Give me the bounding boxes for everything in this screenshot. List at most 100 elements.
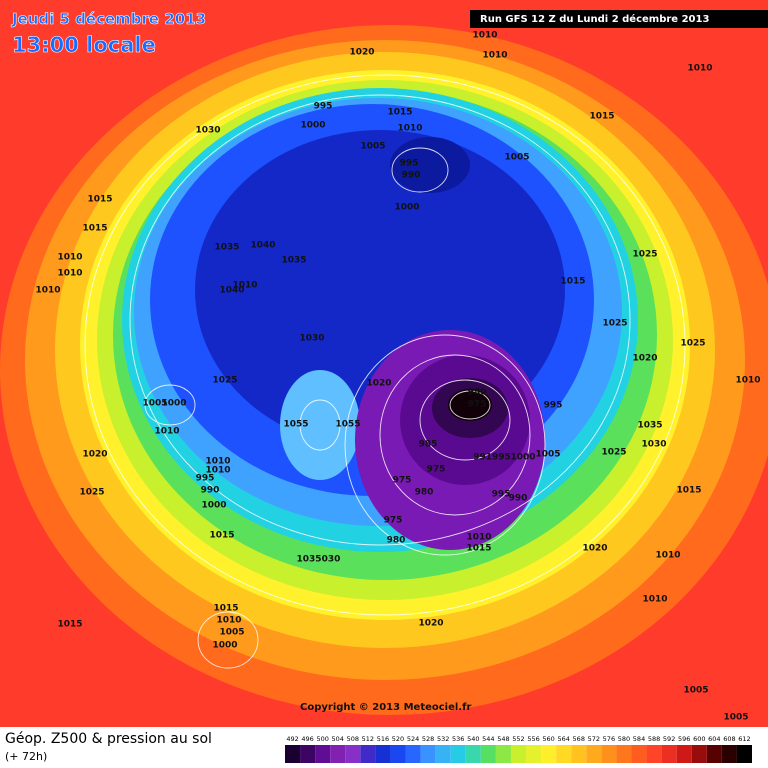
pressure-label: 995 xyxy=(492,490,511,500)
pressure-label: 1000 xyxy=(212,641,237,651)
field xyxy=(280,370,360,480)
pressure-label: 1035 xyxy=(296,555,321,565)
pressure-label: 1020 xyxy=(366,379,391,389)
pressure-label: 975 xyxy=(468,400,487,410)
pressure-label: 1010 xyxy=(482,51,507,61)
pressure-label: 1000 xyxy=(300,121,325,131)
pressure-label: 990 xyxy=(201,486,220,496)
pressure-label: 1000 xyxy=(510,453,535,463)
pressure-label: 1010 xyxy=(35,286,60,296)
pressure-label: 991995 xyxy=(473,453,511,463)
pressure-label: 1010 xyxy=(687,64,712,74)
scale-cell xyxy=(420,745,436,763)
scale-cell xyxy=(676,745,692,763)
run-box xyxy=(470,10,768,28)
scale-cell xyxy=(345,745,361,763)
pressure-label: 1005 xyxy=(142,399,167,409)
date: Jeudi 5 décembre 2013 xyxy=(11,10,206,28)
scale-label: 588 xyxy=(648,735,660,743)
scale-label: 496 xyxy=(301,735,313,743)
pressure-label: 1005 xyxy=(723,713,748,723)
scale-label: 556 xyxy=(527,735,539,743)
pressure-label: 1015 xyxy=(213,604,238,614)
pressure-label: 1010 xyxy=(232,281,257,291)
scale-label: 576 xyxy=(603,735,615,743)
pressure-label: 1010 xyxy=(397,124,422,134)
isobar xyxy=(344,334,546,556)
scale-cell xyxy=(721,745,737,763)
scale-label: 516 xyxy=(377,735,389,743)
pressure-label: 1015 xyxy=(560,277,585,287)
pressure-label: 1000 xyxy=(161,399,186,409)
isobar xyxy=(144,384,196,426)
pressure-label: 975 xyxy=(393,476,412,486)
isobar xyxy=(299,399,341,451)
pressure-label: 1040 xyxy=(250,241,275,251)
scale-cell xyxy=(706,745,722,763)
pressure-label: 1025 xyxy=(632,250,657,260)
scale-cell xyxy=(450,745,466,763)
pressure-label: 1005 xyxy=(683,686,708,696)
pressure-label: 1005 xyxy=(535,450,560,460)
field xyxy=(390,137,470,193)
scale-label: 524 xyxy=(407,735,419,743)
scale-cell xyxy=(360,745,376,763)
scale-cell xyxy=(435,745,451,763)
scale-label: 540 xyxy=(467,735,479,743)
scale-cell xyxy=(465,745,481,763)
pressure-label: 995 xyxy=(314,102,333,112)
pressure-label: 1020 xyxy=(349,48,374,58)
scale-cell xyxy=(646,745,662,763)
legend-title: Géop. Z500 & pression au sol xyxy=(5,731,212,747)
scale-cell xyxy=(541,745,557,763)
pressure-label: 1015 xyxy=(387,108,412,118)
scale-label: 604 xyxy=(708,735,720,743)
scale-label: 492 xyxy=(286,735,298,743)
field xyxy=(448,389,492,421)
pressure-label: 1020 xyxy=(418,619,443,629)
scale-cell xyxy=(691,745,707,763)
pressure-label: 1020 xyxy=(632,354,657,364)
scale-label: 600 xyxy=(693,735,705,743)
pressure-label: 1025 xyxy=(79,488,104,498)
pressure-label: 1040 xyxy=(219,286,244,296)
scale-label: 520 xyxy=(392,735,404,743)
scale-cell xyxy=(300,745,316,763)
scale-cell xyxy=(526,745,542,763)
pressure-label: 1010 xyxy=(57,269,82,279)
pressure-label: 975 xyxy=(384,516,403,526)
scale-cell xyxy=(285,745,301,763)
pressure-label: 1010 xyxy=(154,427,179,437)
scale-cell xyxy=(480,745,496,763)
pressure-label: 1020 xyxy=(82,450,107,460)
scale-cell xyxy=(375,745,391,763)
time: 13:00 locale xyxy=(12,33,156,57)
scale-label: 544 xyxy=(482,735,494,743)
pressure-label: 985 xyxy=(419,440,438,450)
pressure-label: 1010 xyxy=(466,533,491,543)
isobar xyxy=(379,354,531,516)
scale-label: 592 xyxy=(663,735,675,743)
lead-time: (+ 72h) xyxy=(5,750,47,763)
scale-label: 568 xyxy=(573,735,585,743)
scale-cell xyxy=(556,745,572,763)
isobar xyxy=(449,390,491,420)
pressure-label: 030 xyxy=(322,555,341,565)
scale-label: 580 xyxy=(618,735,630,743)
scale-cell xyxy=(586,745,602,763)
pressure-label: 1030 xyxy=(641,440,666,450)
isobars xyxy=(84,74,686,669)
scale-cell xyxy=(571,745,587,763)
scale-cell xyxy=(616,745,632,763)
scale-label: 564 xyxy=(557,735,569,743)
pressure-label: 1010 xyxy=(57,253,82,263)
pressure-label: 995 xyxy=(400,159,419,169)
pressure-label: 1035 xyxy=(637,421,662,431)
isobar xyxy=(391,147,449,193)
pressure-label: 1005 xyxy=(360,142,385,152)
pressure-label: 1025 xyxy=(602,319,627,329)
pressure-label: 1025 xyxy=(212,376,237,386)
pressure-label: 995 xyxy=(544,401,563,411)
